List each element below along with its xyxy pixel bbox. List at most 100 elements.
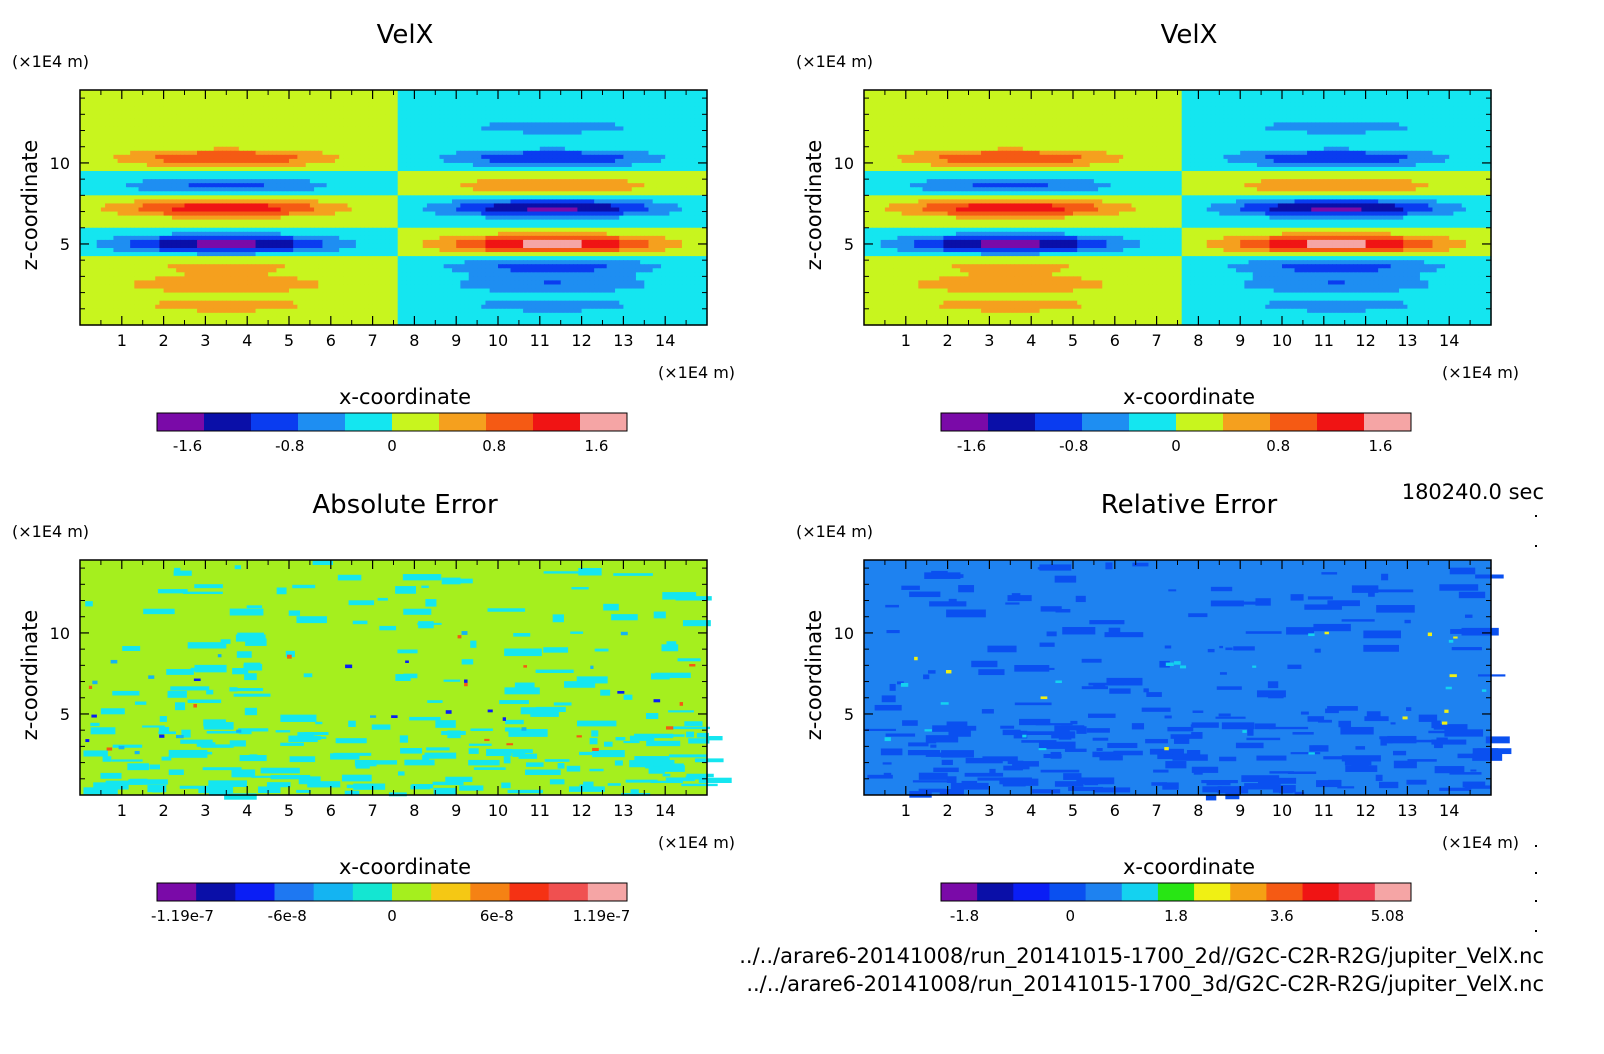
heatmap-cell bbox=[443, 171, 449, 176]
heatmap-cell bbox=[623, 94, 629, 99]
heatmap-cell bbox=[564, 98, 570, 103]
heatmap-cell bbox=[314, 102, 319, 107]
heatmap-cell bbox=[577, 130, 583, 136]
heatmap-cell bbox=[188, 102, 194, 107]
heatmap-cell bbox=[598, 114, 604, 119]
heatmap-cell bbox=[673, 158, 679, 164]
heatmap-cell bbox=[259, 166, 265, 172]
heatmap-cell bbox=[406, 102, 411, 107]
heatmap-cell bbox=[376, 138, 382, 144]
heatmap-cell bbox=[397, 211, 403, 217]
heatmap-cell bbox=[280, 215, 286, 221]
heatmap-cell bbox=[334, 207, 340, 213]
heatmap-cell bbox=[188, 146, 194, 152]
heatmap-cell bbox=[527, 126, 533, 132]
heatmap-cell bbox=[372, 102, 378, 107]
heatmap-cell bbox=[167, 187, 173, 192]
heatmap-cell bbox=[238, 171, 244, 176]
heatmap-cell bbox=[318, 90, 324, 95]
heatmap-cell bbox=[209, 223, 215, 229]
heatmap-cell bbox=[301, 207, 307, 213]
heatmap-cell bbox=[322, 203, 328, 209]
heatmap-cell bbox=[665, 146, 670, 152]
heatmap-cell bbox=[397, 215, 403, 221]
heatmap-cell bbox=[631, 191, 637, 196]
heatmap-cell bbox=[339, 162, 344, 168]
heatmap-cell bbox=[347, 114, 353, 119]
heatmap-cell bbox=[518, 211, 524, 217]
heatmap-cell bbox=[138, 162, 144, 168]
heatmap-cell bbox=[460, 203, 466, 209]
heatmap-cell bbox=[598, 179, 604, 184]
heatmap-cell bbox=[334, 126, 340, 132]
heatmap-cell bbox=[401, 118, 407, 124]
heatmap-cell bbox=[594, 122, 599, 128]
heatmap-cell bbox=[560, 126, 566, 132]
heatmap-cell bbox=[656, 118, 662, 124]
heatmap-cell bbox=[585, 130, 591, 136]
heatmap-cell bbox=[426, 126, 432, 132]
heatmap-cell bbox=[585, 191, 591, 196]
heatmap-cell bbox=[677, 175, 683, 180]
heatmap-cell bbox=[535, 199, 541, 205]
heatmap-cell bbox=[694, 215, 700, 221]
heatmap-cell bbox=[130, 175, 135, 180]
heatmap-cell bbox=[560, 98, 566, 103]
heatmap-cell bbox=[347, 211, 353, 217]
heatmap-cell bbox=[293, 130, 298, 136]
heatmap-cell bbox=[322, 179, 328, 184]
heatmap-cell bbox=[289, 219, 294, 225]
heatmap-cell bbox=[439, 126, 445, 132]
heatmap-cell bbox=[518, 150, 524, 156]
heatmap-cell bbox=[518, 146, 524, 152]
heatmap-cell bbox=[393, 195, 399, 200]
heatmap-cell bbox=[485, 98, 491, 103]
heatmap-cell bbox=[401, 203, 407, 209]
heatmap-cell bbox=[623, 175, 629, 180]
heatmap-cell bbox=[431, 146, 436, 152]
heatmap-cell bbox=[598, 102, 604, 107]
heatmap-cell bbox=[414, 171, 420, 176]
heatmap-cell bbox=[243, 162, 248, 168]
heatmap-cell bbox=[652, 158, 658, 164]
heatmap-cell bbox=[623, 207, 629, 213]
heatmap-cell bbox=[105, 223, 110, 229]
heatmap-cell bbox=[138, 90, 144, 95]
heatmap-cell bbox=[92, 199, 98, 205]
heatmap-cell bbox=[594, 187, 599, 192]
heatmap-cell bbox=[523, 114, 528, 119]
heatmap-cell bbox=[631, 90, 637, 95]
heatmap-cell bbox=[623, 162, 629, 168]
heatmap-cell bbox=[510, 138, 516, 144]
heatmap-cell bbox=[652, 191, 658, 196]
heatmap-cell bbox=[297, 94, 303, 99]
heatmap-cell bbox=[259, 130, 265, 136]
heatmap-cell bbox=[439, 142, 445, 148]
heatmap-cell bbox=[171, 90, 177, 95]
heatmap-cell bbox=[155, 154, 161, 160]
heatmap-cell bbox=[217, 215, 223, 221]
heatmap-cell bbox=[280, 122, 286, 128]
heatmap-cell bbox=[506, 102, 512, 107]
heatmap-cell bbox=[247, 215, 252, 221]
heatmap-cell bbox=[192, 134, 198, 140]
heatmap-cell bbox=[627, 134, 633, 140]
heatmap-cell bbox=[523, 134, 528, 140]
heatmap-cell bbox=[472, 126, 478, 132]
heatmap-cell bbox=[272, 158, 278, 164]
heatmap-cell bbox=[251, 207, 257, 213]
heatmap-cell bbox=[330, 98, 336, 103]
heatmap-cell bbox=[498, 171, 503, 176]
heatmap-cell bbox=[552, 203, 558, 209]
heatmap-cell bbox=[414, 106, 420, 111]
heatmap-cell bbox=[514, 154, 520, 160]
heatmap-cell bbox=[535, 191, 541, 196]
heatmap-cell bbox=[673, 102, 679, 107]
heatmap-cell bbox=[397, 110, 403, 115]
heatmap-cell bbox=[347, 134, 353, 140]
heatmap-cell bbox=[531, 183, 537, 188]
heatmap-cell bbox=[627, 110, 633, 115]
heatmap-cell bbox=[615, 171, 620, 176]
heatmap-cell bbox=[92, 162, 98, 168]
heatmap-cell bbox=[259, 203, 265, 209]
